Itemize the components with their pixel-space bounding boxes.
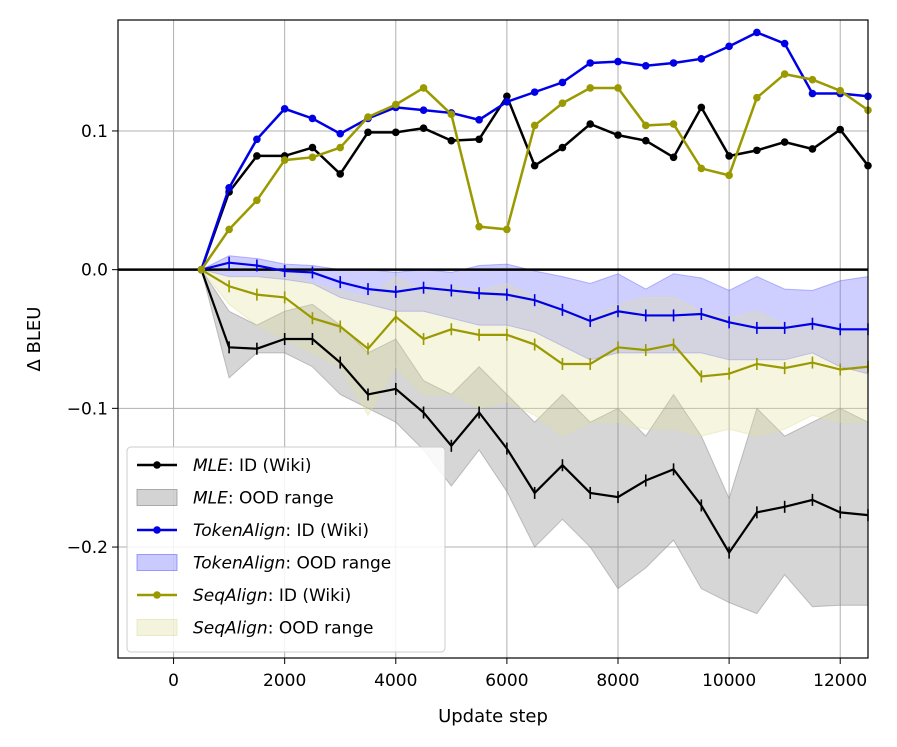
tokenalign-legend-ood-label: TokenAlign: OOD range	[193, 554, 391, 574]
mle-legend-marker	[153, 461, 161, 469]
seqalign-id-point	[558, 99, 567, 108]
seqalign-legend-ood-label: SeqAlign: OOD range	[193, 619, 374, 639]
tokenalign-id-point	[753, 28, 761, 37]
mle-id-point	[669, 153, 678, 162]
y-tick-label: −0.2	[67, 538, 108, 558]
mle-id-point	[586, 120, 595, 128]
x-tick-label: 6000	[485, 671, 528, 691]
mle-id-point	[475, 135, 483, 144]
tokenalign-id-point	[475, 116, 483, 124]
seqalign-id-point	[475, 222, 483, 231]
seqalign-id-point	[336, 143, 345, 152]
x-tick-label: 8000	[596, 671, 639, 691]
seqalign-legend-marker	[153, 591, 161, 599]
mle-id-point	[391, 128, 400, 137]
legend: MLE: ID (Wiki) MLE: OOD range TokenAlign: …	[126, 446, 446, 653]
x-tick-label: 4000	[374, 671, 417, 691]
mle-id-point	[697, 103, 706, 112]
mle-id-point	[614, 131, 622, 139]
tokenalign-id-point	[697, 55, 706, 63]
mle-id-point	[530, 161, 539, 170]
seqalign-id-point	[280, 156, 289, 164]
tokenalign-id-point	[225, 184, 233, 192]
seqalign-id-point	[780, 70, 789, 78]
mle-legend-band-swatch	[136, 489, 178, 506]
mle-id-point	[253, 152, 261, 160]
tokenalign-id-point	[669, 59, 678, 67]
seqalign-id-line	[200, 72, 869, 271]
seqalign-id-point	[253, 196, 261, 205]
mle-id-point	[419, 124, 428, 132]
mle-id-point	[725, 152, 733, 160]
mle-id-point	[641, 136, 650, 145]
seqalign-id-point	[697, 164, 706, 173]
x-tick-label: 10000	[702, 671, 756, 691]
tokenalign-id-point	[725, 42, 733, 51]
seqalign-id-point	[586, 84, 595, 92]
tokenalign-id-point	[503, 98, 511, 106]
mle-id-point	[808, 145, 817, 153]
mle-id-point	[364, 128, 372, 137]
seqalign-id-point	[614, 84, 622, 92]
seqalign-id-point	[197, 265, 206, 274]
mle-id-point	[503, 92, 511, 101]
tokenalign-id-point	[780, 39, 789, 48]
seqalign-id-point	[530, 121, 539, 130]
tokenalign-legend-band-swatch	[136, 554, 178, 571]
seqalign-id-point	[753, 93, 761, 102]
seqalign-legend-id-label: SeqAlign: ID (Wiki)	[193, 586, 351, 606]
seqalign-id-point	[641, 121, 650, 130]
tokenalign-id-point	[280, 104, 289, 113]
seqalign-id-point	[725, 171, 733, 180]
tokenalign-id-point	[641, 61, 650, 70]
tokenalign-id-point	[336, 129, 345, 138]
tokenalign-id-point	[558, 78, 567, 87]
y-tick-label: −0.1	[67, 399, 108, 419]
mle-id-point	[753, 146, 761, 155]
y-tick-label: 0.1	[81, 122, 108, 142]
legend-box	[126, 446, 446, 653]
seqalign-id-point	[503, 225, 511, 234]
mle-id-point	[558, 143, 567, 152]
seqalign-id-point	[836, 86, 845, 95]
seqalign-id-point	[669, 120, 678, 128]
seqalign-id-point	[419, 84, 428, 92]
seqalign-id-point	[447, 110, 456, 119]
plot-frame	[117, 19, 869, 659]
seqalign-id-point	[808, 75, 817, 84]
seqalign-legend-band-swatch	[136, 619, 178, 636]
tokenalign-id-point	[586, 59, 595, 67]
mle-id-point	[780, 138, 789, 146]
tokenalign-id-point	[808, 89, 817, 98]
tokenalign-id-point	[614, 57, 622, 66]
mle-id-point	[447, 136, 456, 145]
tokenalign-id-point	[308, 114, 317, 123]
y-axis-label: Δ BLEU	[24, 307, 45, 372]
axis-ticks: 0 2000 4000 6000 8000 10000 12000 −0.2 −0.1 0.0 0.…	[67, 122, 868, 691]
mle-legend-id-label: MLE: ID (Wiki)	[193, 456, 312, 476]
mle-id-point	[336, 170, 345, 178]
x-tick-label: 0	[168, 671, 179, 691]
seqalign-id-point	[225, 225, 233, 234]
tokenalign-legend-id-label: TokenAlign: ID (Wiki)	[193, 521, 369, 541]
tokenalign-id-point	[530, 88, 539, 96]
seqalign-id-point	[308, 153, 317, 162]
series-lines	[197, 28, 872, 559]
tokenalign-id-point	[419, 106, 428, 114]
mle-legend-ood-label: MLE: OOD range	[193, 489, 334, 509]
mle-id-point	[836, 125, 845, 134]
x-axis-label: Update step	[438, 706, 548, 727]
mle-id-point	[308, 143, 317, 152]
seqalign-id-point	[391, 100, 400, 109]
tokenalign-legend-marker	[153, 526, 161, 534]
seqalign-id-point	[364, 113, 372, 121]
x-tick-label: 12000	[813, 671, 867, 691]
tokenalign-id-point	[253, 135, 261, 144]
x-tick-label: 2000	[263, 671, 306, 691]
y-tick-label: 0.0	[81, 261, 108, 281]
